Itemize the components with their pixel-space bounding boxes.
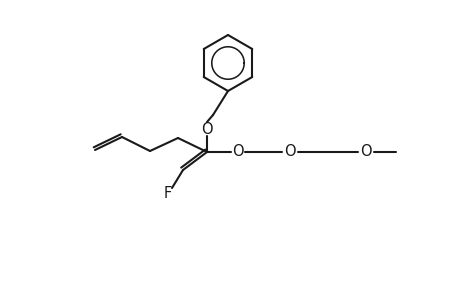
Text: O: O [359, 145, 371, 160]
Text: F: F [163, 185, 172, 200]
Text: O: O [284, 145, 295, 160]
Text: O: O [232, 145, 243, 160]
Text: O: O [201, 122, 213, 136]
